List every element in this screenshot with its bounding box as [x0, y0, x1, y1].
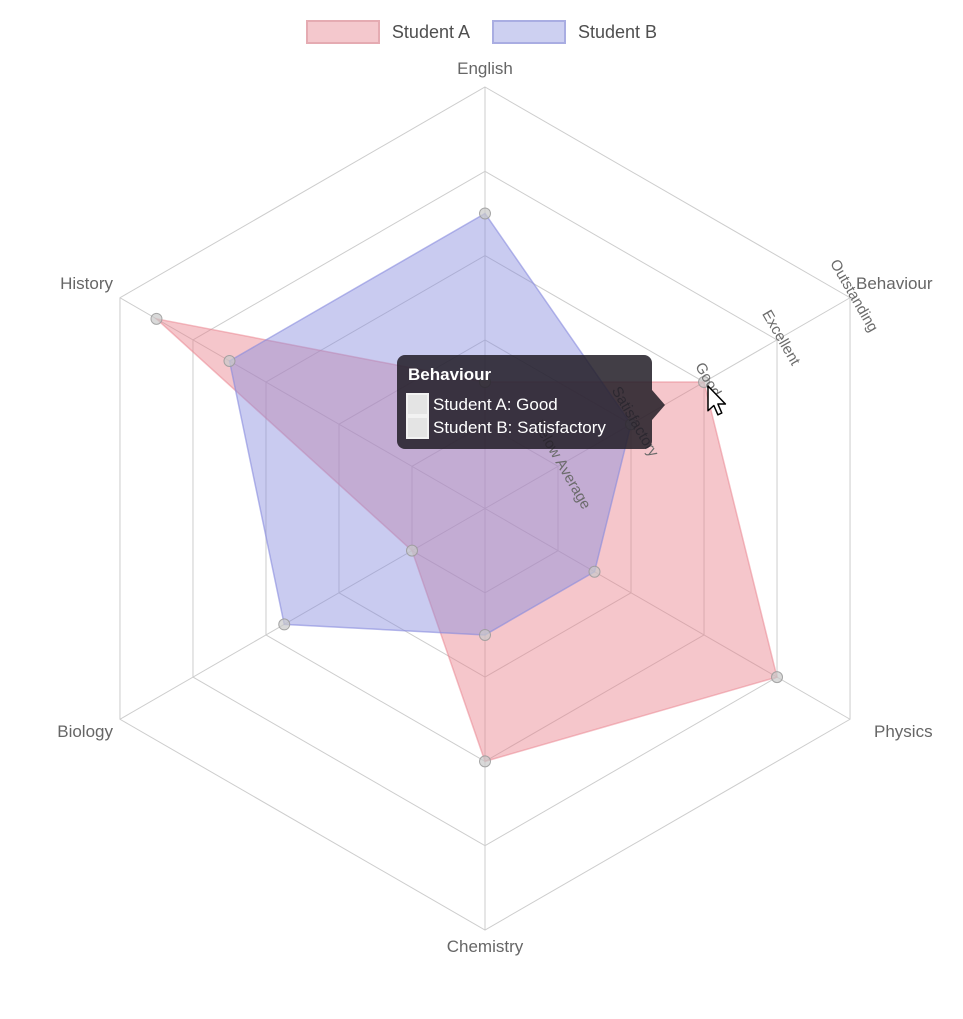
tick-label-outstanding: Outstanding [826, 256, 881, 335]
grid-spoke [484, 508, 851, 720]
data-point-marker[interactable] [771, 671, 784, 684]
series-layer [153, 212, 778, 763]
chart-legend: Student A Student B [0, 20, 963, 44]
tooltip-value-student-a: Student A: Good [433, 395, 558, 414]
legend-label-student-b: Student B [578, 21, 658, 42]
axis-label-biology: Biology [57, 722, 113, 741]
grid-spoke [484, 297, 851, 509]
tooltip-value-student-b: Student B: Satisfactory [433, 418, 606, 437]
axis-label-history: History [60, 274, 113, 293]
axis-label-physics: Physics [874, 722, 933, 741]
legend-label-student-a: Student A [391, 21, 470, 42]
grid-spoke [119, 508, 486, 720]
tooltip-swatch-student-a [406, 393, 429, 416]
legend-item-student-a[interactable]: Student A [305, 20, 470, 44]
tick-label-excellent: Excellent [758, 307, 804, 369]
data-point-marker[interactable] [405, 544, 418, 557]
legend-item-student-b[interactable]: Student B [492, 20, 657, 44]
data-point-marker[interactable] [223, 354, 236, 367]
data-point-marker[interactable] [479, 207, 491, 220]
chart-tooltip: Behaviour Student A: Good Student B: Sat… [397, 355, 665, 449]
tooltip-row-student-b: Student B: Satisfactory [406, 416, 640, 439]
data-point-marker[interactable] [278, 618, 291, 631]
axis-label-behaviour: Behaviour [856, 274, 933, 293]
data-point-marker[interactable] [479, 628, 491, 641]
data-point-marker[interactable] [150, 312, 163, 325]
tooltip-row-student-a: Student A: Good [406, 393, 640, 416]
tooltip-swatch-student-b [406, 416, 429, 439]
tooltip-callout-arrow [652, 390, 665, 420]
axis-label-chemistry: Chemistry [447, 937, 524, 956]
legend-swatch-student-a [305, 20, 380, 44]
axis-label-english: English [457, 59, 513, 78]
data-point-marker[interactable] [698, 376, 711, 389]
grid-spoke [119, 297, 486, 509]
legend-swatch-student-b [492, 20, 566, 44]
data-point-marker[interactable] [588, 565, 601, 578]
tooltip-title: Behaviour [408, 365, 492, 384]
data-point-marker[interactable] [479, 755, 491, 768]
